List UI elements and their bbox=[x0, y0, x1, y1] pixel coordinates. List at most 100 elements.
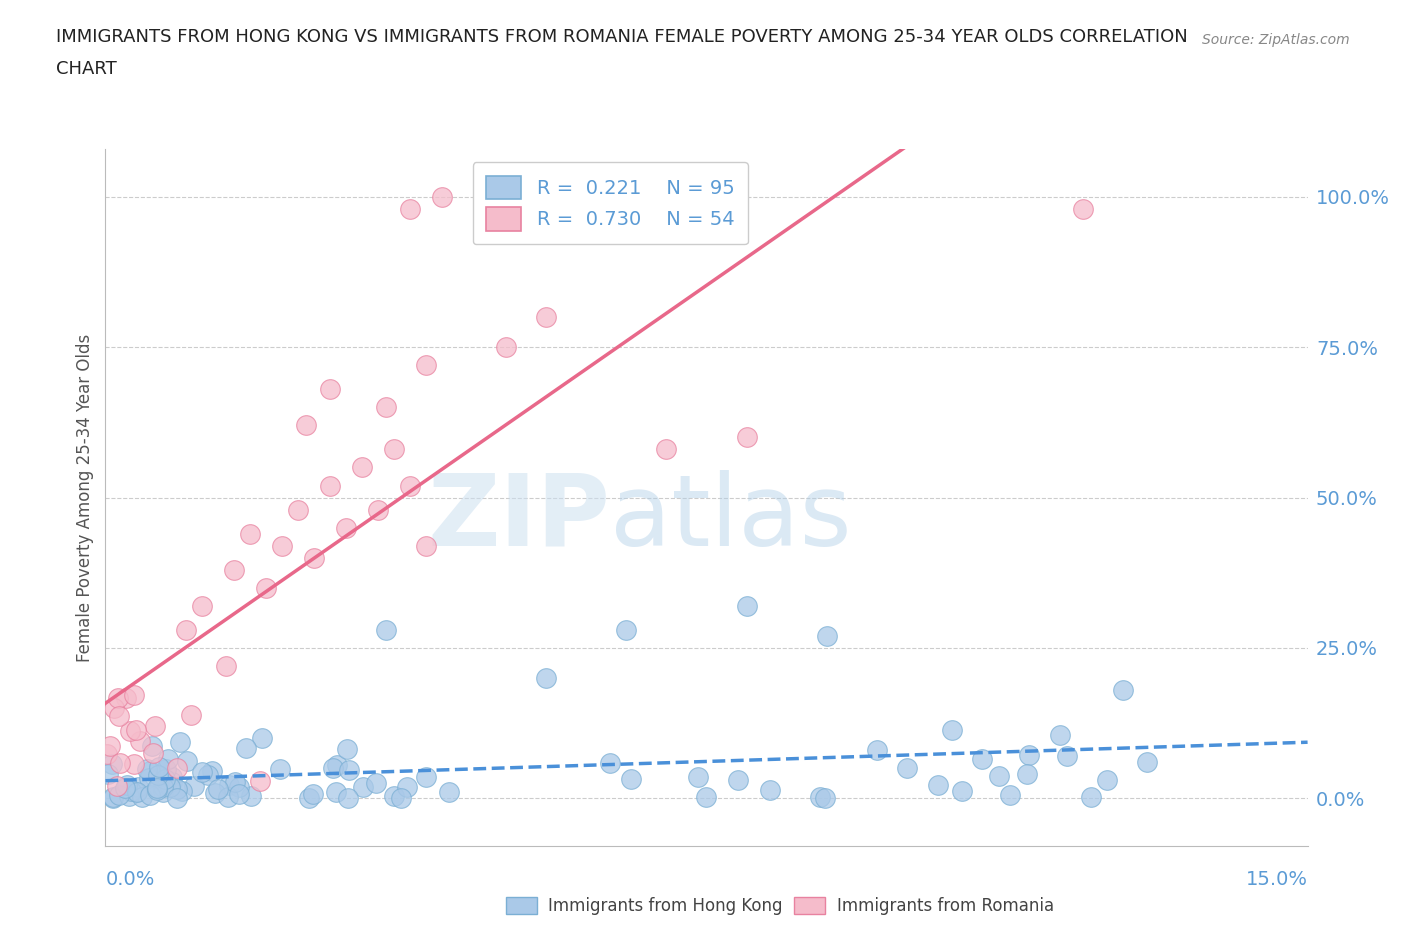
Point bbox=[695, 790, 717, 804]
Point bbox=[319, 478, 342, 493]
Point bbox=[382, 788, 405, 803]
Point bbox=[389, 790, 412, 805]
Point bbox=[815, 629, 838, 644]
Point bbox=[110, 755, 132, 770]
Point bbox=[214, 658, 236, 673]
Point bbox=[152, 779, 174, 794]
Point bbox=[352, 779, 374, 794]
Point bbox=[222, 563, 245, 578]
Point bbox=[125, 785, 148, 800]
Point bbox=[254, 580, 277, 595]
Point bbox=[101, 757, 124, 772]
Point bbox=[197, 768, 219, 783]
Point bbox=[136, 762, 159, 777]
Point bbox=[228, 787, 250, 802]
Point bbox=[148, 767, 170, 782]
Point bbox=[337, 762, 360, 777]
Point bbox=[201, 764, 224, 778]
Point bbox=[1017, 766, 1039, 781]
Text: 0.0%: 0.0% bbox=[105, 870, 155, 888]
Legend: R =  0.221    N = 95, R =  0.730    N = 54: R = 0.221 N = 95, R = 0.730 N = 54 bbox=[472, 162, 748, 245]
Point bbox=[972, 751, 994, 766]
Point bbox=[298, 790, 321, 805]
Text: Source: ZipAtlas.com: Source: ZipAtlas.com bbox=[1202, 33, 1350, 46]
Point bbox=[302, 787, 325, 802]
Point bbox=[115, 691, 138, 706]
Point bbox=[399, 202, 422, 217]
Text: ZIP: ZIP bbox=[427, 470, 610, 567]
Point bbox=[138, 770, 160, 785]
Point bbox=[1056, 749, 1078, 764]
Point bbox=[139, 764, 162, 778]
Point bbox=[166, 781, 188, 796]
Point bbox=[159, 779, 181, 794]
Point bbox=[374, 400, 398, 415]
Point bbox=[101, 790, 124, 804]
Point bbox=[439, 784, 461, 799]
Point bbox=[153, 771, 176, 786]
Point bbox=[336, 741, 359, 756]
Point bbox=[155, 762, 177, 777]
Text: Immigrants from Romania: Immigrants from Romania bbox=[837, 897, 1053, 915]
Point bbox=[174, 622, 197, 637]
Point bbox=[396, 780, 419, 795]
Point bbox=[1071, 202, 1094, 217]
Point bbox=[118, 724, 141, 738]
Point bbox=[534, 671, 557, 685]
Point bbox=[337, 790, 360, 805]
Point bbox=[534, 310, 557, 325]
Point bbox=[814, 790, 837, 805]
Point bbox=[655, 442, 678, 457]
Point bbox=[131, 790, 153, 804]
Point bbox=[495, 339, 517, 354]
Point bbox=[183, 778, 205, 793]
Point bbox=[162, 770, 184, 785]
Point bbox=[896, 761, 918, 776]
Point bbox=[190, 598, 212, 613]
Point bbox=[218, 777, 240, 792]
Point bbox=[295, 418, 318, 432]
Point bbox=[415, 358, 437, 373]
Point bbox=[364, 776, 387, 790]
Point bbox=[114, 780, 136, 795]
Point bbox=[270, 538, 292, 553]
Point bbox=[148, 760, 170, 775]
Point bbox=[207, 781, 229, 796]
Point bbox=[145, 783, 167, 798]
Point bbox=[101, 790, 124, 805]
Text: IMMIGRANTS FROM HONG KONG VS IMMIGRANTS FROM ROMANIA FEMALE POVERTY AMONG 25-34 : IMMIGRANTS FROM HONG KONG VS IMMIGRANTS … bbox=[56, 28, 1188, 46]
Point bbox=[143, 718, 166, 733]
Text: 15.0%: 15.0% bbox=[1246, 870, 1308, 888]
Point bbox=[686, 769, 709, 784]
Point bbox=[169, 735, 191, 750]
Point bbox=[287, 502, 309, 517]
Point bbox=[1097, 773, 1119, 788]
Point bbox=[239, 526, 262, 541]
Point bbox=[759, 783, 782, 798]
Point bbox=[117, 789, 139, 804]
Point bbox=[107, 690, 129, 705]
Point bbox=[141, 738, 163, 753]
Point bbox=[166, 761, 188, 776]
Point bbox=[616, 622, 638, 637]
Point bbox=[430, 190, 453, 205]
Text: atlas: atlas bbox=[610, 470, 852, 567]
Point bbox=[620, 772, 643, 787]
Point bbox=[176, 753, 198, 768]
Point bbox=[224, 775, 246, 790]
Point bbox=[96, 747, 118, 762]
Point bbox=[105, 778, 128, 793]
Point bbox=[599, 755, 621, 770]
Point bbox=[808, 790, 831, 804]
Point bbox=[240, 789, 263, 804]
Point bbox=[335, 520, 357, 535]
Point bbox=[108, 709, 131, 724]
Point bbox=[103, 700, 125, 715]
Point bbox=[142, 746, 165, 761]
Point bbox=[866, 742, 889, 757]
Point bbox=[98, 738, 121, 753]
Point bbox=[204, 786, 226, 801]
Point bbox=[149, 768, 172, 783]
Point bbox=[382, 442, 405, 457]
Point bbox=[735, 430, 758, 445]
